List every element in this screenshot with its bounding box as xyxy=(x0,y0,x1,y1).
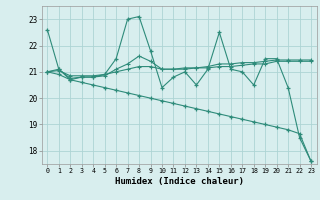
X-axis label: Humidex (Indice chaleur): Humidex (Indice chaleur) xyxy=(115,177,244,186)
